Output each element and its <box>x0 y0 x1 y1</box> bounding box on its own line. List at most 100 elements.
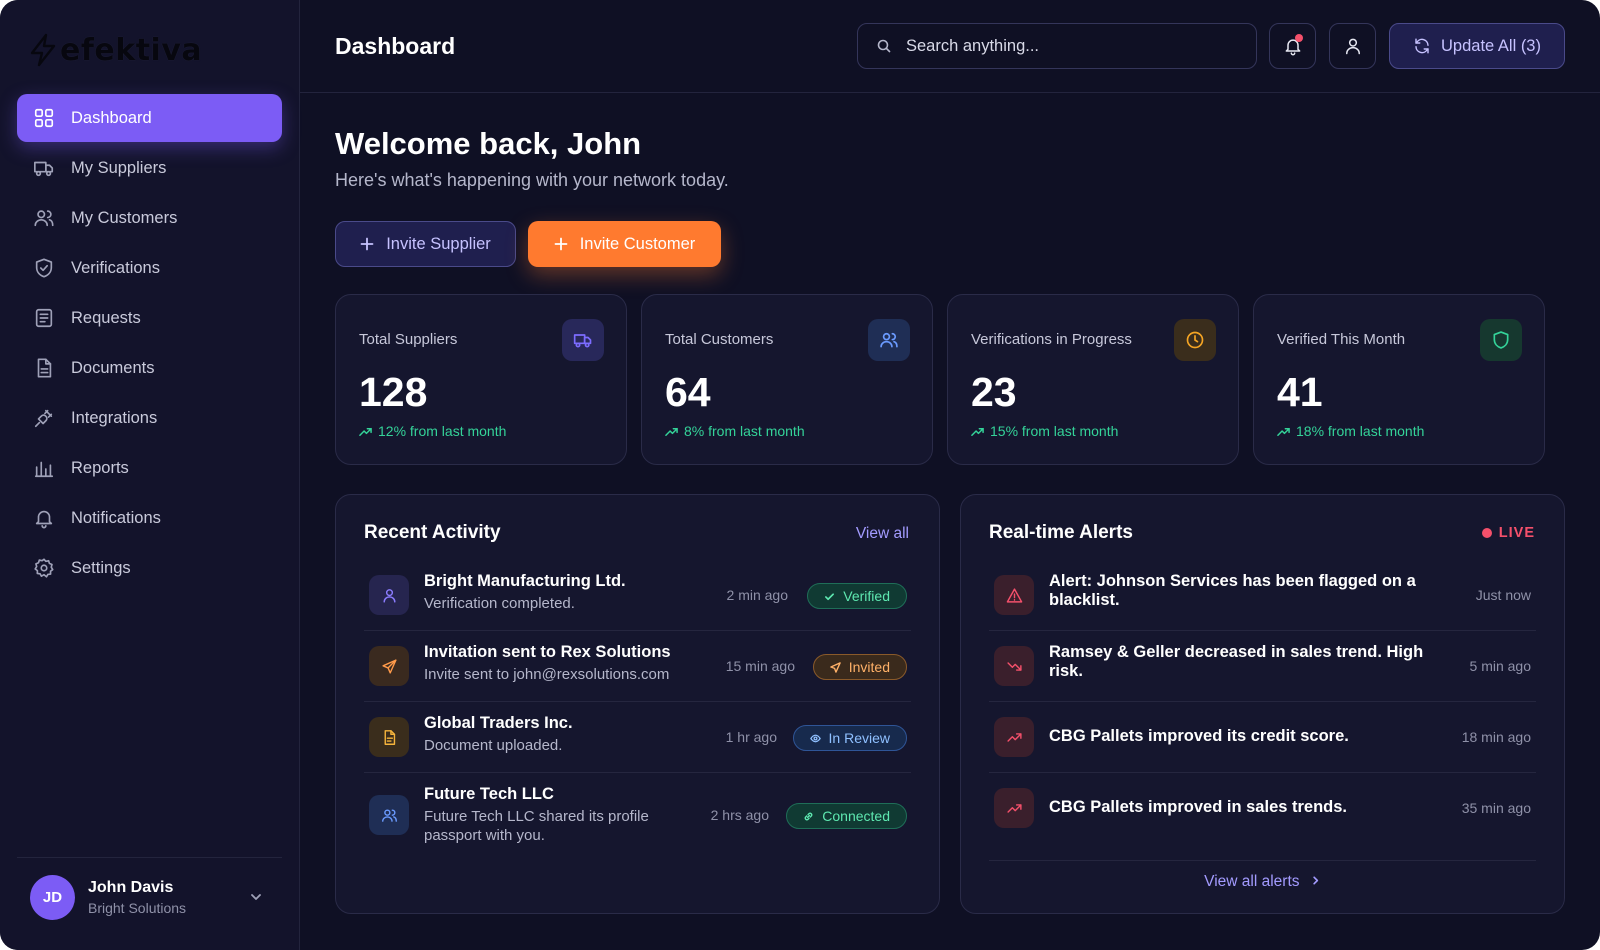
alert-time: 5 min ago <box>1469 658 1531 674</box>
trend-up-icon <box>359 427 372 436</box>
notifications-button[interactable] <box>1269 23 1316 69</box>
sidebar-item-dashboard[interactable]: Dashboard <box>17 94 282 142</box>
search-bar[interactable] <box>857 23 1257 69</box>
activity-subtitle: Document uploaded. <box>424 737 563 754</box>
user-icon <box>382 588 396 603</box>
activity-row[interactable]: Global Traders Inc. Document uploaded. 1… <box>364 702 911 773</box>
activity-row[interactable]: Future Tech LLC Future Tech LLC shared i… <box>364 773 911 863</box>
shield-icon <box>1493 331 1509 349</box>
invite-customer-label: Invite Customer <box>579 234 696 253</box>
stat-value: 64 <box>665 369 711 415</box>
profile-button[interactable] <box>1329 23 1376 69</box>
file-icon <box>384 729 395 745</box>
stat-value: 23 <box>971 369 1017 415</box>
user-org: Bright Solutions <box>88 900 187 916</box>
activity-title: Invitation sent to Rex Solutions <box>424 643 671 661</box>
sidebar-item-documents[interactable]: Documents <box>17 344 282 392</box>
search-input[interactable] <box>906 36 1226 56</box>
sidebar-item-verifications[interactable]: Verifications <box>17 244 282 292</box>
invite-customer-button[interactable]: Invite Customer <box>528 221 721 267</box>
bar-chart-icon <box>34 461 54 478</box>
invite-supplier-button[interactable]: Invite Supplier <box>335 221 516 267</box>
alert-text: Alert: Johnson Services has been flagged… <box>1049 572 1416 609</box>
brand-name: efektiva <box>60 32 203 68</box>
stat-delta-text: 15% from last month <box>990 423 1119 439</box>
alert-text: CBG Pallets improved its credit score. <box>1049 727 1349 745</box>
alert-time: 35 min ago <box>1461 800 1531 816</box>
avatar: JD <box>30 875 75 920</box>
clock-icon <box>1186 331 1204 349</box>
clipboard-icon <box>35 308 53 328</box>
stat-delta: 18% from last month <box>1277 423 1424 439</box>
live-label: LIVE <box>1498 525 1535 541</box>
send-icon <box>381 658 397 674</box>
activity-subtitle: Future Tech LLC shared its profile passp… <box>424 808 649 844</box>
gear-icon <box>34 558 54 578</box>
sidebar-item-label: Documents <box>71 358 155 377</box>
update-all-label: Update All (3) <box>1441 36 1541 55</box>
status-badge-label: In Review <box>828 730 890 746</box>
trend-down-icon <box>1006 661 1022 671</box>
alert-time: 18 min ago <box>1461 729 1531 745</box>
stat-delta: 15% from last month <box>971 423 1118 439</box>
trend-up-icon <box>1006 732 1022 742</box>
sidebar-item-notifications[interactable]: Notifications <box>17 494 282 542</box>
stat-card-verified-this-month[interactable]: Verified This Month 41 18% from last mon… <box>1253 294 1545 465</box>
truck-icon <box>34 161 54 177</box>
invite-supplier-label: Invite Supplier <box>386 234 491 253</box>
status-badge-label: Connected <box>822 808 890 824</box>
alert-row[interactable]: CBG Pallets improved its credit score. 1… <box>989 702 1536 773</box>
stat-card-total-suppliers[interactable]: Total Suppliers 128 12% from last month <box>335 294 627 465</box>
alert-row[interactable]: Alert: Johnson Services has been flagged… <box>989 560 1536 631</box>
status-badge: Verified <box>807 583 907 609</box>
sidebar-item-reports[interactable]: Reports <box>17 444 282 492</box>
view-all-activity-link[interactable]: View all <box>855 525 909 542</box>
alert-row[interactable]: Ramsey & Geller decreased in sales trend… <box>989 631 1536 702</box>
recent-activity-panel: Recent Activity View all Bright Manufact… <box>335 494 940 914</box>
sidebar-item-label: Integrations <box>71 408 158 427</box>
sidebar-item-settings[interactable]: Settings <box>17 544 282 592</box>
status-badge: In Review <box>792 725 907 751</box>
update-all-button[interactable]: Update All (3) <box>1389 23 1565 69</box>
trend-up-icon <box>971 427 984 436</box>
trend-up-icon <box>665 427 678 436</box>
stat-delta-text: 12% from last month <box>378 423 507 439</box>
chevron-down-icon[interactable] <box>248 889 264 905</box>
sidebar-item-integrations[interactable]: Integrations <box>17 394 282 442</box>
sidebar: efektiva Dashboard My Suppliers <box>0 0 300 950</box>
check-icon <box>825 592 835 600</box>
warning-icon <box>1006 587 1022 603</box>
status-badge-label: Verified <box>843 588 890 604</box>
stat-delta: 12% from last month <box>359 423 506 439</box>
alert-time: Just now <box>1475 587 1531 603</box>
brand-logo[interactable]: efektiva <box>28 30 202 70</box>
sidebar-item-my-customers[interactable]: My Customers <box>17 194 282 242</box>
activity-row[interactable]: Bright Manufacturing Ltd. Verification c… <box>364 560 911 631</box>
alert-row[interactable]: CBG Pallets improved in sales trends. 35… <box>989 773 1536 844</box>
user-profile-menu[interactable]: JD John Davis Bright Solutions <box>17 857 282 937</box>
stat-card-total-customers[interactable]: Total Customers 64 8% from last month <box>641 294 933 465</box>
view-all-alerts-link[interactable]: View all alerts <box>989 873 1536 891</box>
sidebar-item-label: Reports <box>71 458 129 477</box>
stat-delta-text: 8% from last month <box>684 423 805 439</box>
grid-icon <box>34 108 54 128</box>
truck-icon <box>573 334 592 348</box>
activity-row[interactable]: Invitation sent to Rex Solutions Invite … <box>364 631 911 702</box>
users-icon <box>880 332 898 348</box>
stat-icon-box <box>1480 319 1522 361</box>
shield-icon <box>35 258 53 278</box>
sidebar-item-my-suppliers[interactable]: My Suppliers <box>17 144 282 192</box>
stat-label: Total Customers <box>665 331 774 348</box>
sidebar-item-requests[interactable]: Requests <box>17 294 282 342</box>
sidebar-item-label: Notifications <box>71 508 161 527</box>
notification-dot <box>1295 34 1303 42</box>
bell-icon <box>1285 39 1300 56</box>
plus-icon <box>554 237 568 251</box>
activity-title: Bright Manufacturing Ltd. <box>424 572 626 590</box>
bell-icon <box>35 510 53 529</box>
status-badge-label: Invited <box>848 659 890 675</box>
panel-title: Recent Activity <box>364 522 501 543</box>
stat-card-verifications-in-progress[interactable]: Verifications in Progress 23 15% from la… <box>947 294 1239 465</box>
row-icon-box <box>369 795 409 835</box>
